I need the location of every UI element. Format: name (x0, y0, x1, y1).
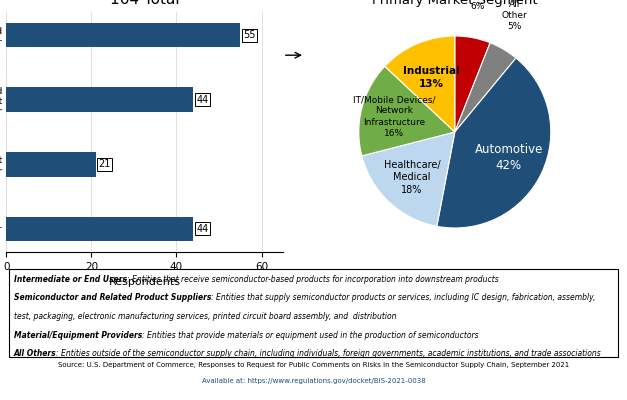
Text: Healthcare/
Medical
18%: Healthcare/ Medical 18% (384, 160, 440, 195)
Text: Available at: https://www.regulations.gov/docket/BIS-2021-0038: Available at: https://www.regulations.go… (202, 378, 425, 384)
Text: : Entities that supply semiconductor products or services, including IC design, : : Entities that supply semiconductor pro… (211, 293, 596, 302)
Text: All Others: All Others (14, 350, 56, 358)
Wedge shape (437, 58, 551, 228)
Text: 44: 44 (196, 224, 209, 234)
Text: : Entities that provide materials or equipment used in the production of semicon: : Entities that provide materials or equ… (142, 331, 478, 340)
Wedge shape (455, 43, 516, 132)
Title: Semiconductor Users by
Primary Market Segment: Semiconductor Users by Primary Market Se… (372, 0, 537, 7)
Text: Semiconductor and Related Product Suppliers: Semiconductor and Related Product Suppli… (14, 293, 211, 302)
Bar (6, 23, 240, 48)
Bar (9, 269, 618, 357)
Text: Material/Equipment Providers: Material/Equipment Providers (14, 331, 142, 340)
Wedge shape (385, 36, 455, 132)
Text: IT/Mobile Devices/
Network
Infrastructure
16%: IT/Mobile Devices/ Network Infrastructur… (353, 95, 436, 138)
Text: Automotive
42%: Automotive 42% (475, 143, 543, 172)
Text: All
Other
5%: All Other 5% (502, 0, 527, 31)
Text: : Entities outside of the semiconductor supply chain, including individuals, for: : Entities outside of the semiconductor … (56, 350, 601, 358)
Bar (6, 216, 194, 241)
Text: Source: U.S. Department of Commerce, Responses to Request for Public Comments on: Source: U.S. Department of Commerce, Res… (58, 362, 569, 368)
Bar (6, 152, 95, 176)
Title: RFI Responses:
164 Total: RFI Responses: 164 Total (87, 0, 203, 7)
Text: Appliances/
Consumer Goods
6%: Appliances/ Consumer Goods 6% (439, 0, 517, 11)
Wedge shape (362, 132, 455, 226)
Wedge shape (455, 36, 490, 132)
X-axis label: Respondents: Respondents (108, 277, 181, 287)
Text: Intermediate or End Users: Intermediate or End Users (14, 274, 127, 284)
Wedge shape (359, 66, 455, 156)
Text: 55: 55 (243, 30, 256, 40)
Text: 44: 44 (196, 95, 209, 105)
Text: Industrial
13%: Industrial 13% (403, 66, 460, 88)
Text: 21: 21 (98, 159, 111, 169)
Bar (6, 88, 194, 112)
Text: : Entities that receive semiconductor-based products for incorporation into down: : Entities that receive semiconductor-ba… (127, 274, 498, 284)
Text: test, packaging, electronic manufacturing services, printed circuit board assemb: test, packaging, electronic manufacturin… (14, 312, 396, 321)
